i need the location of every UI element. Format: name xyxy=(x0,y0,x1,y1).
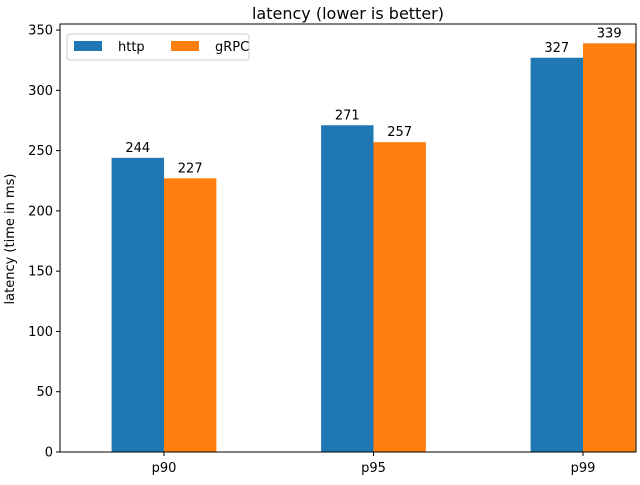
x-axis-ticks: p90 p95 p99 xyxy=(152,452,596,476)
y-axis-label: latency (time in ms) xyxy=(3,174,18,305)
legend-label: http xyxy=(118,40,145,55)
legend-swatch xyxy=(74,41,102,51)
bar-value-label: 227 xyxy=(178,161,203,176)
y-tick-label: 250 xyxy=(28,144,53,159)
y-tick-label: 200 xyxy=(28,204,53,219)
legend-box xyxy=(66,33,250,61)
y-tick-label: 350 xyxy=(28,24,53,39)
x-tick-label: p95 xyxy=(361,461,386,476)
y-axis-ticks: 0 50 100 150 200 250 300 350 xyxy=(28,24,60,461)
bar-value-label: 257 xyxy=(387,125,412,140)
legend-label: gRPC xyxy=(215,40,249,55)
bar-value-labels: 244 227 271 257 327 339 xyxy=(125,26,621,176)
bar-http-p95 xyxy=(321,125,374,452)
y-tick-label: 150 xyxy=(28,265,53,280)
y-tick-label: 50 xyxy=(36,385,53,400)
bar-grpc-p90 xyxy=(164,178,217,453)
bar-series xyxy=(111,43,636,453)
bar-value-label: 327 xyxy=(544,41,569,56)
chart-legend: http gRPC xyxy=(66,33,250,61)
bar-value-label: 271 xyxy=(335,108,360,123)
x-tick-label: p99 xyxy=(571,461,596,476)
y-tick-label: 300 xyxy=(28,84,53,99)
bar-grpc-p99 xyxy=(583,43,636,453)
bar-http-p90 xyxy=(111,157,164,452)
legend-swatch xyxy=(171,41,199,51)
x-tick-label: p90 xyxy=(152,461,177,476)
bar-grpc-p95 xyxy=(373,142,426,453)
chart-title: latency (lower is better) xyxy=(252,4,444,23)
bar-http-p99 xyxy=(530,57,583,452)
y-tick-label: 100 xyxy=(28,325,53,340)
y-tick-label: 0 xyxy=(45,446,53,461)
plot-frame xyxy=(59,23,637,453)
bar-value-label: 339 xyxy=(597,26,622,41)
bar-value-label: 244 xyxy=(125,141,150,156)
